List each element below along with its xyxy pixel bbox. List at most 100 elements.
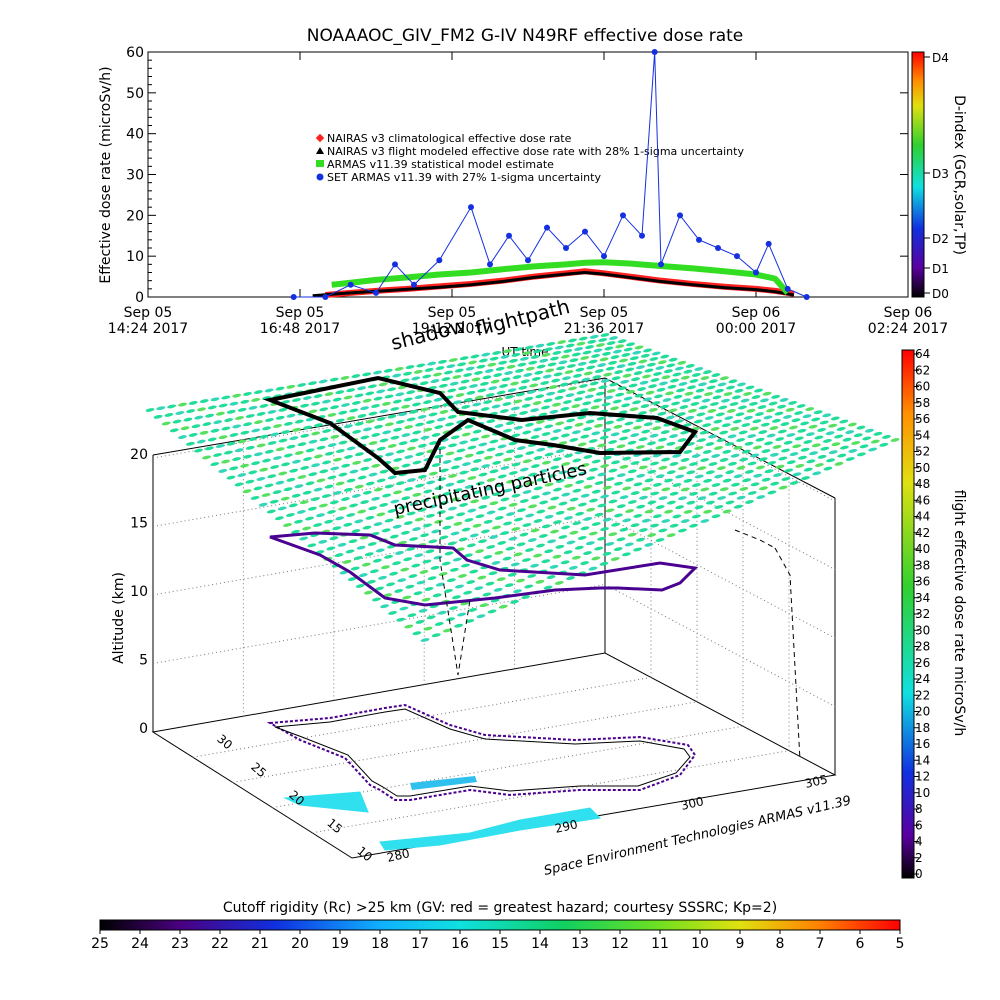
particle-marker <box>376 446 386 451</box>
particle-marker <box>547 505 557 510</box>
particle-marker <box>647 533 657 538</box>
particle-marker <box>513 399 523 404</box>
particle-marker <box>447 388 457 393</box>
annotation-flightpath: flightpath <box>472 294 572 341</box>
particle-marker <box>281 400 291 404</box>
particle-marker <box>600 527 609 532</box>
particle-marker <box>588 359 598 364</box>
particle-marker <box>525 513 535 518</box>
particle-marker <box>470 499 480 504</box>
particle-marker <box>630 461 640 465</box>
particle-marker <box>409 502 419 506</box>
data-point <box>487 261 493 268</box>
particle-marker <box>796 404 806 408</box>
particle-marker <box>547 539 557 544</box>
particle-marker <box>321 399 331 404</box>
particle-marker <box>643 397 652 402</box>
particle-marker <box>452 557 462 562</box>
particle-marker <box>690 401 700 406</box>
particle-marker <box>256 411 266 416</box>
particle-marker <box>654 394 663 399</box>
particle-marker <box>819 420 829 425</box>
particle-marker <box>627 532 637 537</box>
particle-marker <box>669 461 679 466</box>
particle-marker <box>508 536 518 541</box>
particle-marker <box>719 457 729 462</box>
rc-tick-label: 14 <box>531 936 549 952</box>
particle-marker <box>770 481 780 486</box>
particle-marker <box>412 527 421 532</box>
particle-marker <box>319 437 329 442</box>
particle-marker <box>569 358 579 363</box>
particle-marker <box>430 379 440 384</box>
particle-marker <box>380 604 390 609</box>
particle-marker <box>431 432 441 437</box>
particle-marker <box>335 390 345 395</box>
particle-marker <box>354 393 364 398</box>
particle-marker <box>509 358 518 363</box>
particle-marker <box>619 358 628 363</box>
particle-marker <box>172 419 182 424</box>
particle-marker <box>564 370 574 374</box>
particle-marker <box>573 397 583 402</box>
particle-marker <box>335 516 345 521</box>
particle-marker <box>577 535 587 540</box>
particle-marker <box>285 513 295 517</box>
particle-marker <box>322 460 332 465</box>
particle-marker <box>733 445 743 450</box>
particle-marker <box>651 401 661 405</box>
particle-marker <box>288 503 298 508</box>
particle-marker <box>199 430 209 435</box>
particle-marker <box>755 412 764 417</box>
particle-marker <box>500 531 510 536</box>
particle-marker <box>503 521 512 526</box>
particle-marker <box>237 407 247 412</box>
particle-marker <box>610 432 620 437</box>
particle-marker <box>431 463 441 467</box>
particle-marker <box>530 495 540 500</box>
particle-marker <box>439 468 449 473</box>
particle-marker <box>494 452 504 457</box>
particle-marker <box>452 595 461 600</box>
y-tick-label: 60 <box>126 45 144 61</box>
particle-marker <box>655 538 665 542</box>
particle-marker <box>286 477 296 482</box>
particle-marker <box>666 441 676 446</box>
particle-marker <box>677 466 687 471</box>
particle-marker <box>394 588 404 593</box>
particle-marker <box>511 352 521 357</box>
particle-marker <box>752 419 762 424</box>
particle-marker <box>533 486 543 491</box>
particle-marker <box>406 478 416 482</box>
particle-marker <box>407 613 417 618</box>
particle-marker <box>376 478 386 483</box>
particle-marker <box>544 424 554 429</box>
altitude-tick-label: 20 <box>130 447 148 463</box>
particle-marker <box>589 467 598 472</box>
particle-marker <box>475 481 485 486</box>
particle-marker <box>597 536 607 541</box>
rc-tick-label: 16 <box>451 936 469 952</box>
particle-marker <box>640 353 650 358</box>
particle-marker <box>789 452 799 457</box>
particle-marker <box>329 536 339 541</box>
particle-marker <box>307 506 317 511</box>
particle-marker <box>343 395 353 400</box>
particle-marker <box>750 453 760 458</box>
particle-marker <box>419 569 429 574</box>
particle-marker <box>296 509 306 514</box>
particle-marker <box>229 401 239 406</box>
particle-marker <box>665 415 675 420</box>
particle-marker <box>638 528 648 533</box>
particle-marker <box>772 473 782 478</box>
particle-marker <box>725 470 735 475</box>
particle-marker <box>771 418 781 423</box>
particle-marker <box>811 443 821 448</box>
dose-tick-label: 36 <box>915 575 930 589</box>
particle-marker <box>708 434 718 439</box>
particle-marker <box>689 379 699 383</box>
particle-marker <box>467 476 477 480</box>
particle-marker <box>229 466 239 471</box>
dose-tick-label: 6 <box>915 818 923 832</box>
particle-marker <box>555 478 565 483</box>
